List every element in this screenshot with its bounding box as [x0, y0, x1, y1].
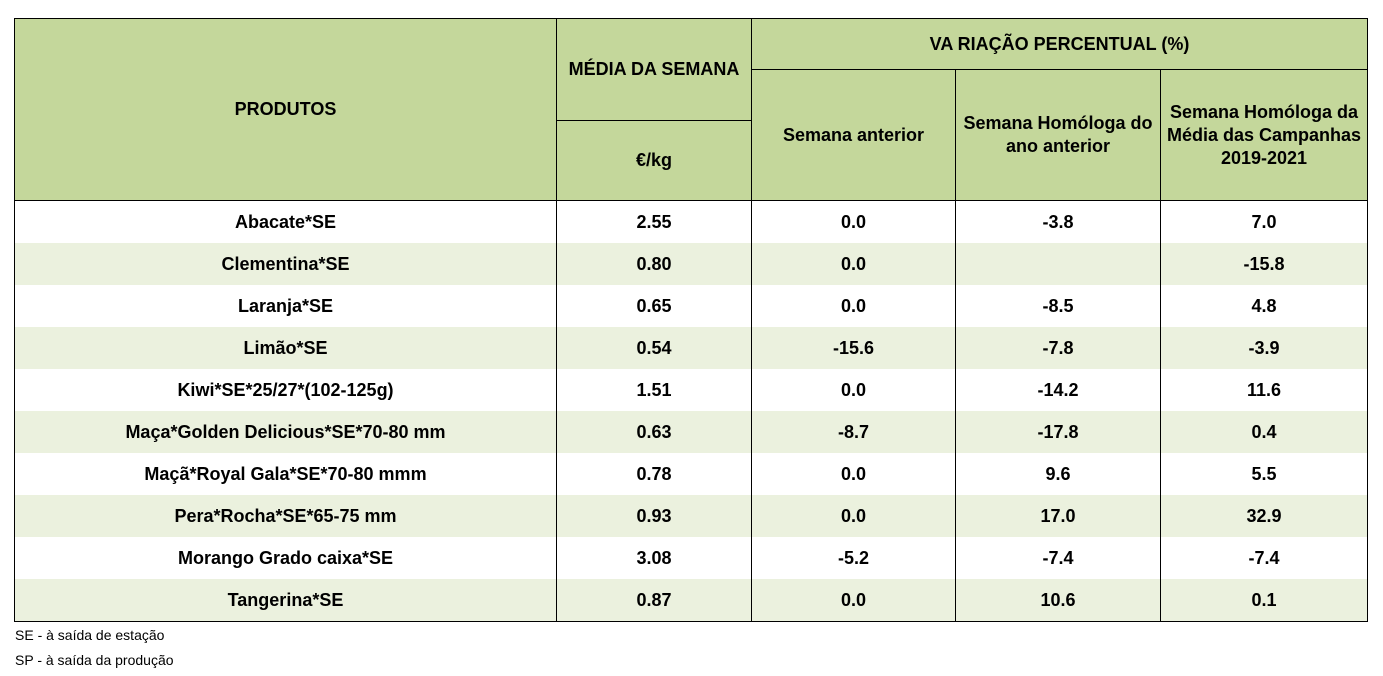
cell-produto: Tangerina*SE — [14, 579, 557, 622]
cell-media: 0.80 — [556, 243, 752, 285]
footnote-sp: SP - à saída da produção — [15, 652, 174, 668]
header-variacao-percentual: VA RIAÇÃO PERCENTUAL (%) — [750, 18, 1369, 70]
table-row: Kiwi*SE*25/27*(102-125g) 1.51 0.0 -14.2 … — [14, 369, 1369, 411]
cell-produto: Morango Grado caixa*SE — [14, 537, 557, 579]
cell-produto: Clementina*SE — [14, 243, 557, 285]
cell-media: 1.51 — [556, 369, 752, 411]
cell-homologa-ano: 17.0 — [955, 495, 1161, 537]
cell-semana-anterior: 0.0 — [751, 369, 956, 411]
cell-media: 0.65 — [556, 285, 752, 327]
cell-media: 0.87 — [556, 579, 752, 622]
cell-homologa-ano: 9.6 — [955, 453, 1161, 495]
cell-semana-anterior: 0.0 — [751, 579, 956, 622]
cell-homologa-campanhas: 32.9 — [1159, 495, 1369, 537]
header-semana-homologa-campanhas: Semana Homóloga da Média das Campanhas 2… — [1159, 69, 1369, 201]
table-row: Abacate*SE 2.55 0.0 -3.8 7.0 — [14, 200, 1369, 243]
header-produtos: PRODUTOS — [14, 18, 557, 201]
cell-produto: Limão*SE — [14, 327, 557, 369]
cell-homologa-campanhas: 0.1 — [1159, 579, 1369, 622]
footnotes: SE - à saída de estação SP - à saída da … — [15, 623, 174, 673]
header-unidade: €/kg — [556, 120, 752, 201]
cell-homologa-ano: -8.5 — [955, 285, 1161, 327]
cell-homologa-ano — [955, 243, 1161, 285]
cell-homologa-ano: 10.6 — [955, 579, 1161, 622]
cell-semana-anterior: 0.0 — [751, 243, 956, 285]
cell-homologa-campanhas: 7.0 — [1159, 200, 1369, 243]
cell-homologa-ano: -17.8 — [955, 411, 1161, 453]
cell-homologa-campanhas: 4.8 — [1159, 285, 1369, 327]
header-semana-anterior: Semana anterior — [751, 69, 956, 201]
cell-homologa-ano: -7.8 — [955, 327, 1161, 369]
cell-homologa-campanhas: -3.9 — [1159, 327, 1369, 369]
cell-semana-anterior: -15.6 — [751, 327, 956, 369]
table-row: Clementina*SE 0.80 0.0 -15.8 — [14, 243, 1369, 285]
cell-media: 3.08 — [556, 537, 752, 579]
cell-produto: Maçã*Royal Gala*SE*70-80 mmm — [14, 453, 557, 495]
cell-homologa-campanhas: -7.4 — [1159, 537, 1369, 579]
cell-homologa-campanhas: 5.5 — [1159, 453, 1369, 495]
table-row: Laranja*SE 0.65 0.0 -8.5 4.8 — [14, 285, 1369, 327]
cell-media: 0.93 — [556, 495, 752, 537]
cell-homologa-campanhas: -15.8 — [1159, 243, 1369, 285]
cell-homologa-ano: -7.4 — [955, 537, 1161, 579]
cell-produto: Pera*Rocha*SE*65-75 mm — [14, 495, 557, 537]
cell-semana-anterior: 0.0 — [751, 200, 956, 243]
cell-semana-anterior: 0.0 — [751, 495, 956, 537]
footnote-se: SE - à saída de estação — [15, 627, 165, 643]
cell-media: 0.54 — [556, 327, 752, 369]
cell-media: 0.63 — [556, 411, 752, 453]
table-row: Limão*SE 0.54 -15.6 -7.8 -3.9 — [14, 327, 1369, 369]
cell-media: 2.55 — [556, 200, 752, 243]
cell-homologa-ano: -3.8 — [955, 200, 1161, 243]
cell-homologa-ano: -14.2 — [955, 369, 1161, 411]
table-row: Tangerina*SE 0.87 0.0 10.6 0.1 — [14, 579, 1369, 622]
price-table: PRODUTOS MÉDIA DA SEMANA VA RIAÇÃO PERCE… — [14, 18, 1369, 622]
cell-homologa-campanhas: 11.6 — [1159, 369, 1369, 411]
table-row: Maçã*Royal Gala*SE*70-80 mmm 0.78 0.0 9.… — [14, 453, 1369, 495]
cell-semana-anterior: 0.0 — [751, 453, 956, 495]
header-media-semana: MÉDIA DA SEMANA — [556, 18, 752, 121]
table-row: Maça*Golden Delicious*SE*70-80 mm 0.63 -… — [14, 411, 1369, 453]
cell-media: 0.78 — [556, 453, 752, 495]
cell-produto: Abacate*SE — [14, 200, 557, 243]
cell-produto: Kiwi*SE*25/27*(102-125g) — [14, 369, 557, 411]
table-row: Morango Grado caixa*SE 3.08 -5.2 -7.4 -7… — [14, 537, 1369, 579]
header-semana-homologa-ano: Semana Homóloga do ano anterior — [955, 69, 1161, 201]
table-row: Pera*Rocha*SE*65-75 mm 0.93 0.0 17.0 32.… — [14, 495, 1369, 537]
cell-produto: Laranja*SE — [14, 285, 557, 327]
cell-semana-anterior: 0.0 — [751, 285, 956, 327]
cell-semana-anterior: -5.2 — [751, 537, 956, 579]
cell-produto: Maça*Golden Delicious*SE*70-80 mm — [14, 411, 557, 453]
cell-semana-anterior: -8.7 — [751, 411, 956, 453]
cell-homologa-campanhas: 0.4 — [1159, 411, 1369, 453]
